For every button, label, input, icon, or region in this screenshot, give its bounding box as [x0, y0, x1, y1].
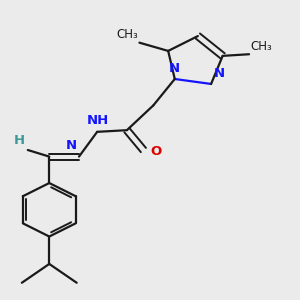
Text: CH₃: CH₃ [251, 40, 272, 52]
Text: N: N [169, 62, 180, 75]
Text: N: N [214, 67, 225, 80]
Text: CH₃: CH₃ [116, 28, 138, 41]
Text: NH: NH [87, 114, 109, 127]
Text: N: N [66, 139, 77, 152]
Text: O: O [151, 145, 162, 158]
Text: H: H [14, 134, 25, 147]
